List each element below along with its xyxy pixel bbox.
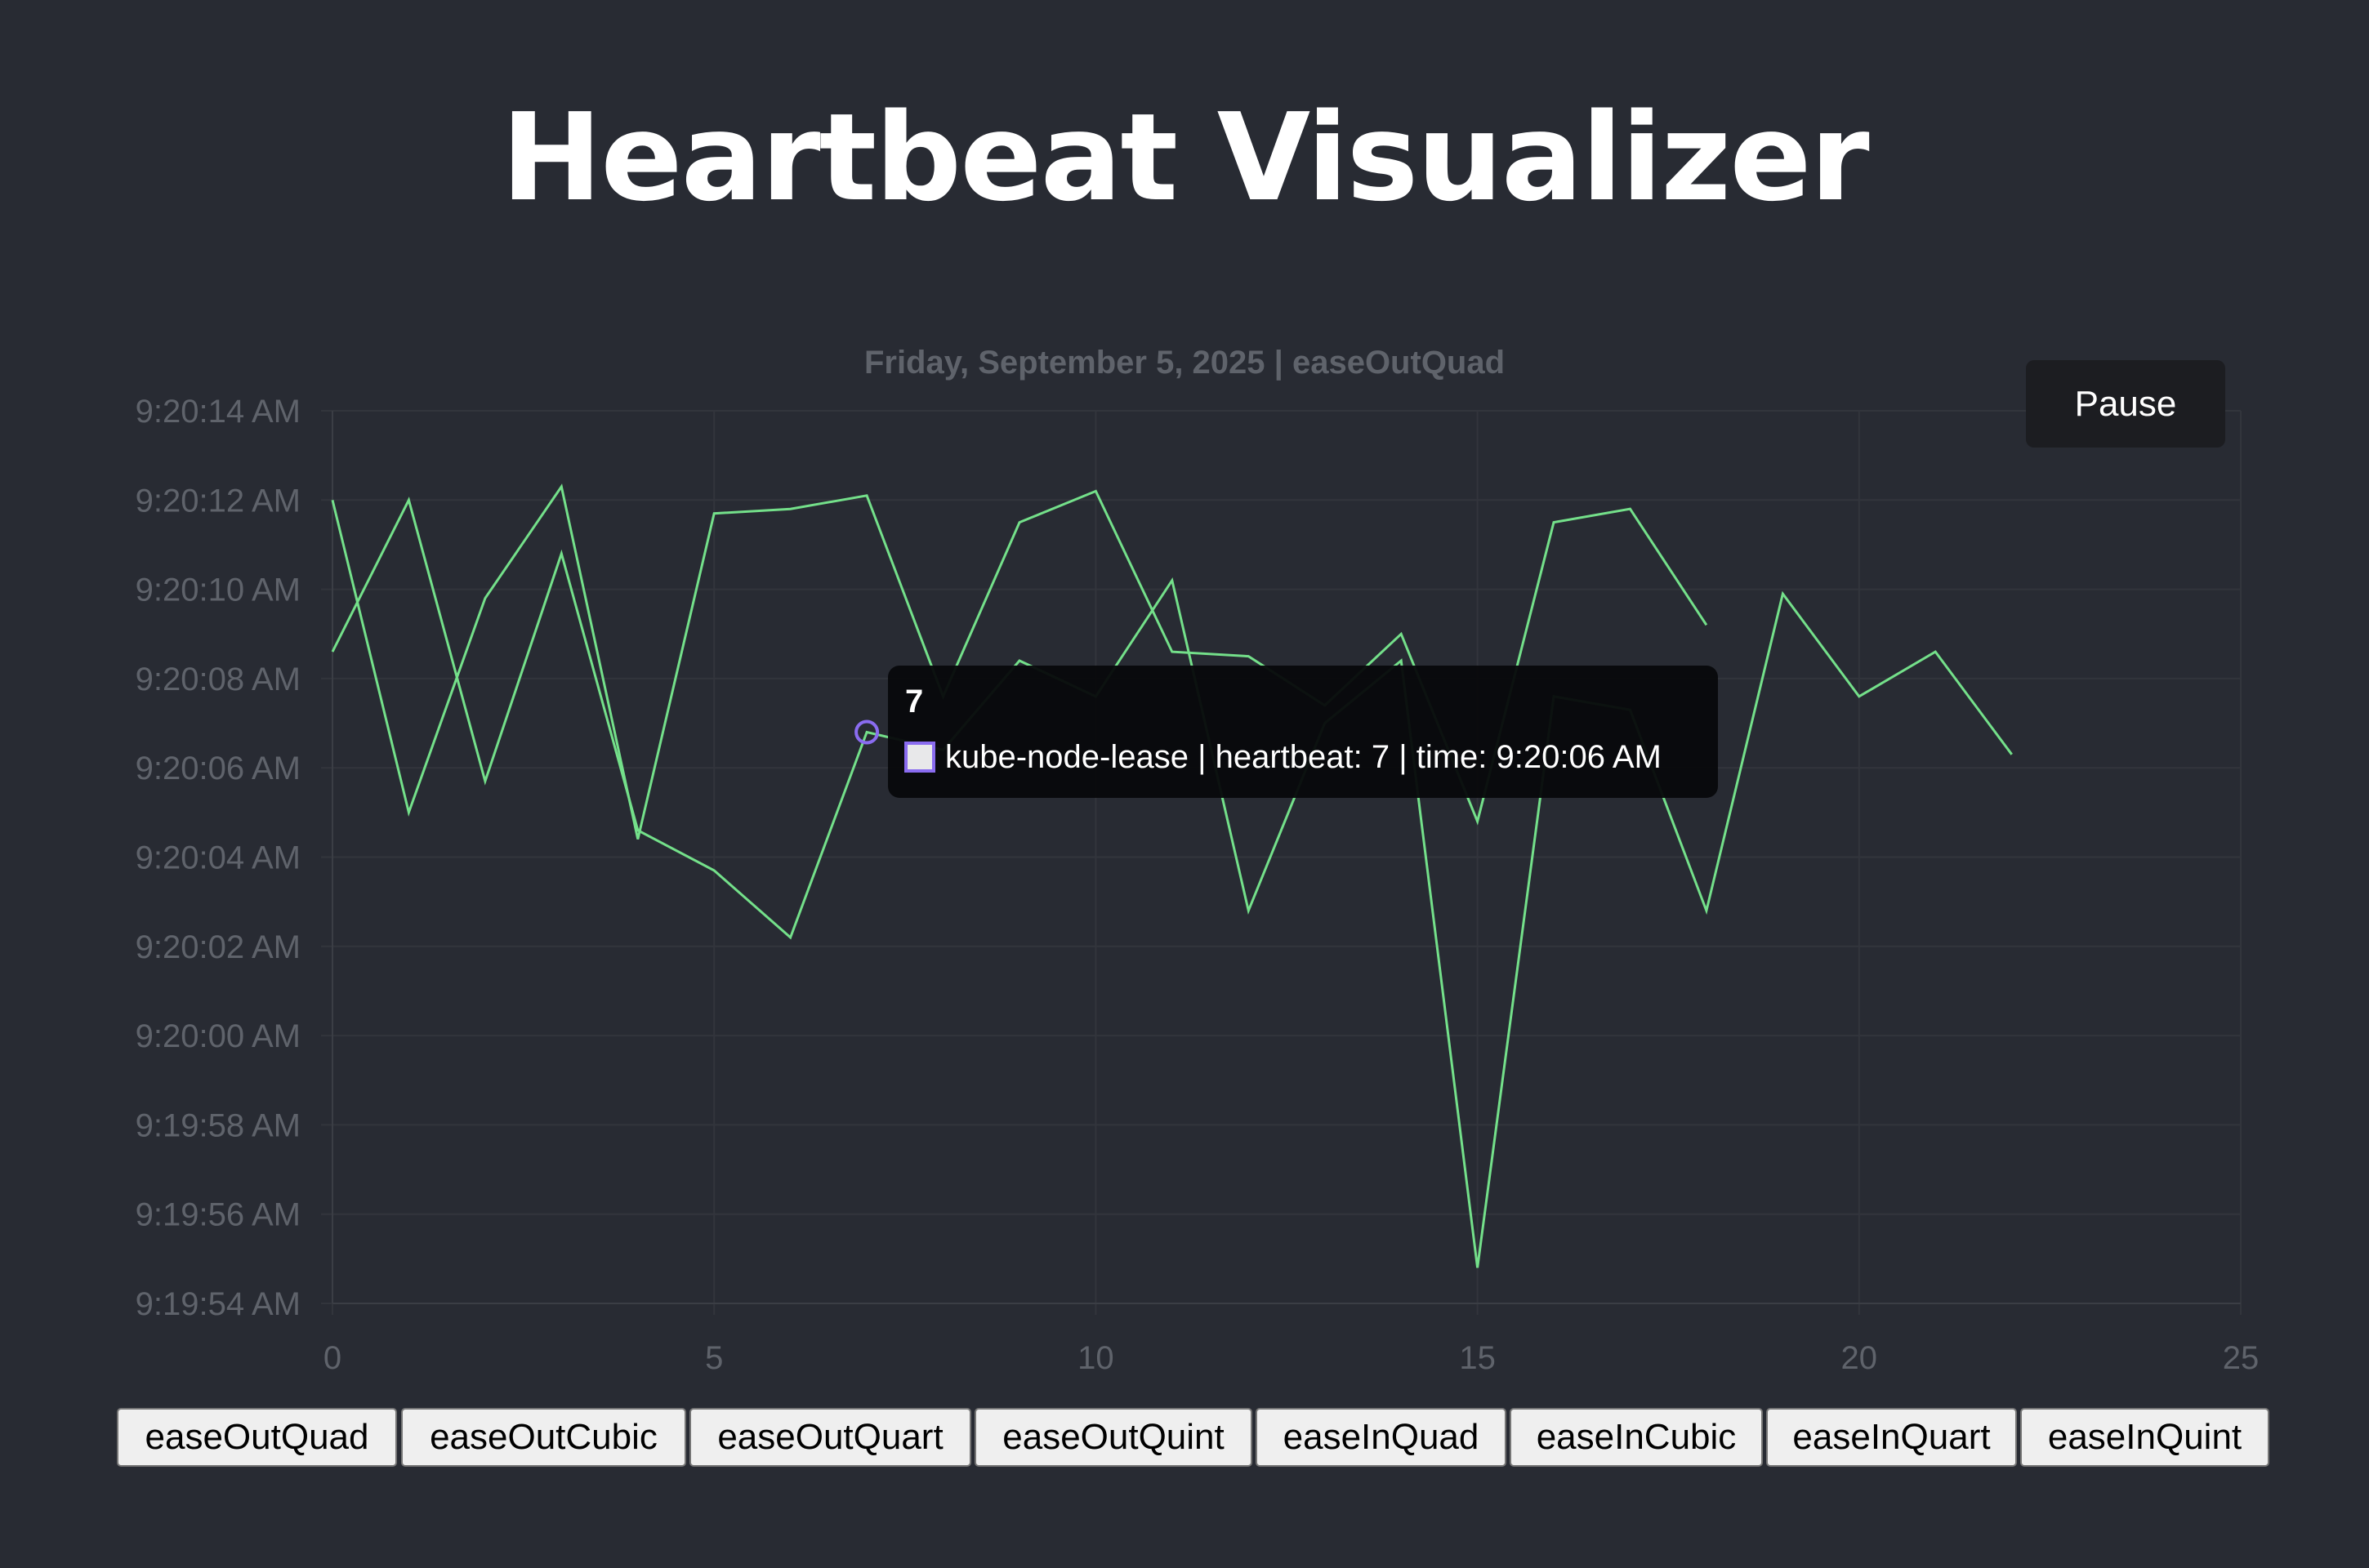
y-tick-label: 9:20:00 AM [136,1018,301,1054]
easing-button-easeInQuart[interactable]: easeInQuart [1766,1408,2017,1467]
easing-button-easeInQuint[interactable]: easeInQuint [2020,1408,2269,1467]
grid-layer [321,410,2242,1315]
tooltip-title: 7 [905,684,924,719]
hover-layer [854,719,880,745]
series-1-point [483,596,488,601]
y-tick-label: 9:20:12 AM [136,483,301,519]
series-1-point [864,493,869,498]
series-1-point [1093,488,1098,493]
series-1-point [1704,622,1709,627]
series-2-point [1170,578,1175,583]
series-2-point [864,729,869,734]
x-tick-label: 10 [1077,1340,1114,1376]
series-2-point [559,551,564,556]
series-2-point [1933,649,1938,654]
series-layer [330,483,2014,1270]
easing-button-easeOutQuad[interactable]: easeOutQuad [117,1408,397,1467]
series-2-point [1399,658,1403,663]
series-1-point [406,810,411,815]
pause-button[interactable]: Pause [2026,360,2225,448]
series-1-point [1170,649,1175,654]
chart-title: Friday, September 5, 2025 | easeOutQuad [863,345,1506,381]
series-1-point [1017,520,1022,525]
series-2-point [788,935,793,940]
tooltip-label: kube-node-lease | heartbeat: 7 | time: 9… [945,739,1662,775]
y-tick-label: 9:20:10 AM [136,572,301,608]
series-1-point [1399,631,1403,636]
series-2-point [1017,658,1022,663]
axis-layer: 9:20:14 AM 9:20:12 AM 9:20:10 AM 9:20:08 AM… [136,394,2260,1376]
series-2-point [1475,1265,1480,1270]
easing-button-easeOutQuint[interactable]: easeOutQuint [975,1408,1252,1467]
y-tick-label: 9:20:06 AM [136,751,301,786]
x-tick-label: 0 [323,1340,341,1376]
y-tick-label: 9:19:56 AM [136,1197,301,1233]
y-tick-label: 9:20:14 AM [136,394,301,430]
series-2-point [1780,591,1785,596]
chart-tooltip: 7 kube-node-lease | heartbeat: 7 | time:… [888,666,1718,798]
easing-button-easeInQuad[interactable]: easeInQuad [1256,1408,1506,1467]
series-1-point [330,497,335,502]
series-2-point [636,828,640,833]
series-1-point [636,837,640,842]
y-tick-label: 9:20:02 AM [136,929,301,965]
series-2-point [2010,752,2014,757]
x-tick-label: 5 [705,1340,723,1376]
y-tick-label: 9:20:04 AM [136,840,301,876]
tooltip-color-swatch [904,742,935,773]
series-1-point [559,484,564,489]
series-2-point [406,497,411,502]
series-2-point [1246,908,1251,913]
series-1-point [712,511,716,516]
series-2-point [483,779,488,784]
series-1-point [1246,654,1251,659]
page-title: Heartbeat Visualizer [501,87,1869,228]
x-tick-label: 20 [1841,1340,1878,1376]
x-tick-label: 25 [2223,1340,2260,1376]
series-2-point [330,649,335,654]
y-tick-label: 9:19:54 AM [136,1286,301,1322]
series-2-point [1857,694,1862,699]
x-tick-label: 15 [1459,1340,1496,1376]
series-1-point [788,506,793,511]
easing-button-easeInCubic[interactable]: easeInCubic [1510,1408,1763,1467]
series-line-2 [331,497,2013,1268]
series-1-point [1551,520,1556,525]
series-2-point [712,868,716,873]
series-1-point [1627,506,1632,511]
series-1-point [1475,819,1480,824]
hover-point-marker [854,719,880,745]
series-line-1 [331,483,1708,840]
easing-button-easeOutQuart[interactable]: easeOutQuart [689,1408,971,1467]
series-2-point [1704,908,1709,913]
y-tick-label: 9:20:08 AM [136,662,301,697]
easing-button-easeOutCubic[interactable]: easeOutCubic [401,1408,686,1467]
y-tick-label: 9:19:58 AM [136,1107,301,1143]
